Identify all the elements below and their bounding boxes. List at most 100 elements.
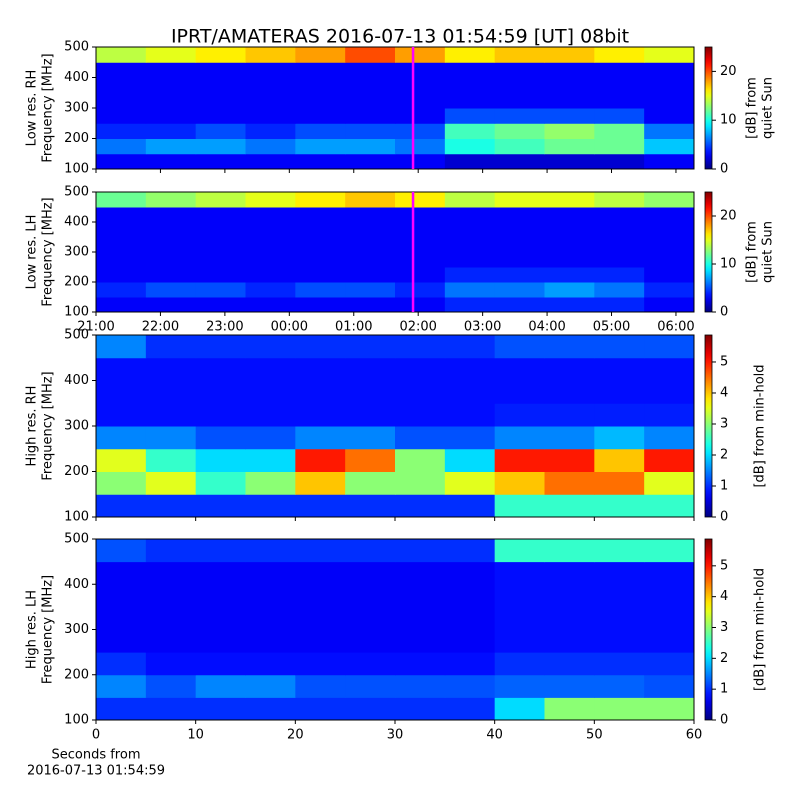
heatmap-cell <box>494 584 545 608</box>
colorbar-tick-label: 2 <box>720 651 728 666</box>
x-tick-label: 06:00 <box>657 320 694 335</box>
heatmap-cell <box>195 448 246 472</box>
y-axis-label: Frequency [MHz] <box>41 371 56 480</box>
colorbar <box>704 334 713 518</box>
y-tick-label: 400 <box>64 215 89 230</box>
heatmap-cell <box>245 222 296 238</box>
heatmap-cell <box>444 697 496 721</box>
y-axis-label: Frequency [MHz] <box>41 197 56 306</box>
heatmap-cell <box>544 62 595 78</box>
heatmap-cell <box>444 108 496 124</box>
heatmap-cell <box>494 403 545 427</box>
heatmap-cell <box>494 561 545 585</box>
heatmap-cell <box>444 252 496 268</box>
heatmap-cell <box>145 606 197 630</box>
heatmap-cell <box>544 494 595 518</box>
heatmap-cell <box>245 153 296 170</box>
heatmap-cell <box>245 357 296 381</box>
heatmap-cell <box>494 222 545 238</box>
heatmap-cell <box>145 674 197 698</box>
heatmap-cell <box>96 629 147 653</box>
heatmap-cell <box>195 629 246 653</box>
colorbar-tick-label: 20 <box>720 209 737 224</box>
heatmap-cell <box>345 629 396 653</box>
x-axis-label: Seconds from <box>51 748 140 763</box>
heatmap-cell <box>96 282 147 298</box>
x-tick-label: 40 <box>486 728 503 743</box>
heatmap-cell <box>494 629 545 653</box>
heatmap-cell <box>594 471 645 495</box>
heatmap-cell <box>594 674 645 698</box>
heatmap-cell <box>195 77 246 94</box>
heatmap-cell <box>594 92 645 109</box>
heatmap-cell <box>494 697 545 721</box>
heatmap-cell <box>544 207 595 223</box>
heatmap-cell <box>644 123 695 139</box>
colorbar-label: [dB] from <box>745 221 760 283</box>
colorbar-label: quiet Sun <box>761 77 776 139</box>
heatmap-cell <box>594 123 645 139</box>
x-tick-label: 02:00 <box>399 320 436 335</box>
heatmap-cell <box>644 335 695 359</box>
heatmap-cell <box>145 471 197 495</box>
heatmap-cell <box>245 380 296 404</box>
heatmap-cell <box>395 471 446 495</box>
heatmap-cell <box>395 153 446 170</box>
heatmap-cell <box>245 282 296 298</box>
heatmap-cell <box>345 77 396 94</box>
heatmap-cell <box>594 237 645 253</box>
heatmap-cell <box>594 697 645 721</box>
heatmap-cell <box>145 62 197 78</box>
x-tick-label: 30 <box>387 728 404 743</box>
heatmap-cell <box>195 494 246 518</box>
heatmap-cell <box>245 297 296 313</box>
heatmap-cell <box>395 282 446 298</box>
heatmap-cell <box>195 606 246 630</box>
y-tick-label: 100 <box>64 713 89 728</box>
heatmap-cell <box>644 108 695 124</box>
colorbar-tick-label: 10 <box>720 113 737 128</box>
heatmap-cell <box>245 629 296 653</box>
heatmap-cell <box>395 426 446 450</box>
heatmap-cell <box>345 123 396 139</box>
heatmap-cell <box>544 252 595 268</box>
heatmap-cell <box>96 192 147 208</box>
heatmap-cell <box>594 47 645 63</box>
colorbar-label: [dB] from min-hold <box>753 568 768 691</box>
heatmap-cell <box>395 267 446 283</box>
heatmap-cell <box>295 539 346 563</box>
heatmap-cell <box>145 207 197 223</box>
heatmap-cell <box>145 153 197 170</box>
heatmap-cell <box>395 62 446 78</box>
heatmap-cell <box>395 606 446 630</box>
heatmap-cell <box>295 380 346 404</box>
heatmap-cell <box>96 297 147 313</box>
heatmap-cell <box>245 606 296 630</box>
heatmap-cell <box>644 252 695 268</box>
colorbar-label: quiet Sun <box>761 221 776 283</box>
heatmap-cell <box>96 62 147 78</box>
heatmap-cell <box>145 138 197 155</box>
heatmap-cell <box>395 335 446 359</box>
heatmap-cell <box>345 207 396 223</box>
heatmap-cell <box>96 92 147 109</box>
colorbar-tick-label: 5 <box>720 354 728 369</box>
heatmap-cell <box>195 403 246 427</box>
heatmap-cell <box>644 192 695 208</box>
heatmap-cell <box>444 380 496 404</box>
heatmap-cell <box>494 448 545 472</box>
heatmap-cell <box>494 357 545 381</box>
heatmap-cell <box>295 357 346 381</box>
heatmap-cell <box>444 494 496 518</box>
heatmap-cell <box>444 267 496 283</box>
heatmap-cell <box>544 584 595 608</box>
heatmap-cell <box>444 297 496 313</box>
heatmap-cell <box>594 267 645 283</box>
colorbar-label: [dB] from <box>745 77 760 139</box>
heatmap-cell <box>245 584 296 608</box>
heatmap-cell <box>345 380 396 404</box>
heatmap-cell <box>544 561 595 585</box>
heatmap-cell <box>494 108 545 124</box>
heatmap-cell <box>145 77 197 94</box>
heatmap-cell <box>295 138 346 155</box>
